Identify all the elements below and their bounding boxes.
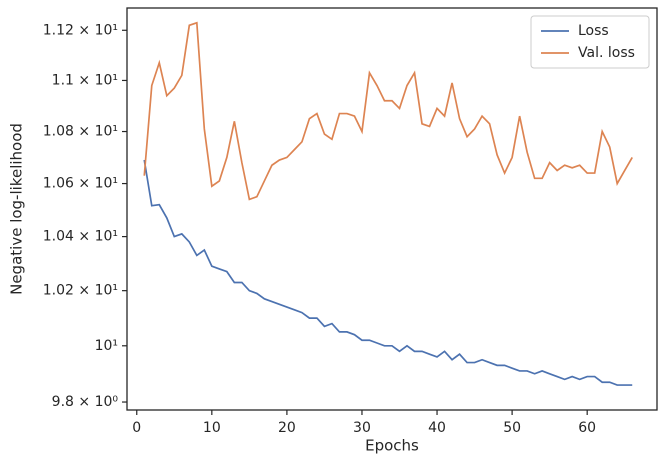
x-tick-label: 20 [278, 420, 296, 436]
plot-frame [126, 7, 658, 411]
y-axis-label: Negative log-likelihood [8, 123, 26, 295]
y-tick-label: 10¹ [95, 338, 118, 354]
y-tick-label: 1.02 × 10¹ [43, 283, 118, 299]
y-tick-label: 1.12 × 10¹ [43, 22, 118, 38]
y-tick-label: 1.06 × 10¹ [43, 176, 118, 192]
legend-label: Val. loss [578, 45, 635, 61]
x-axis-label: Epochs [365, 437, 419, 455]
x-tick-label: 0 [132, 420, 141, 436]
legend-box [530, 15, 650, 69]
x-tick-label: 50 [503, 420, 521, 436]
y-tick-label: 1.08 × 10¹ [43, 124, 118, 140]
legend-label: Loss [578, 23, 609, 39]
line [143, 21, 633, 201]
x-tick-label: 40 [428, 420, 446, 436]
x-tick-label: 60 [578, 420, 596, 436]
x-tick-label: 10 [203, 420, 221, 436]
y-tick-label: 9.8 × 10⁰ [52, 394, 119, 410]
y-tick-label: 1.04 × 10¹ [43, 229, 118, 245]
line [143, 159, 633, 386]
y-tick-label: 1.1 × 10¹ [52, 72, 118, 88]
x-tick-label: 30 [353, 420, 371, 436]
